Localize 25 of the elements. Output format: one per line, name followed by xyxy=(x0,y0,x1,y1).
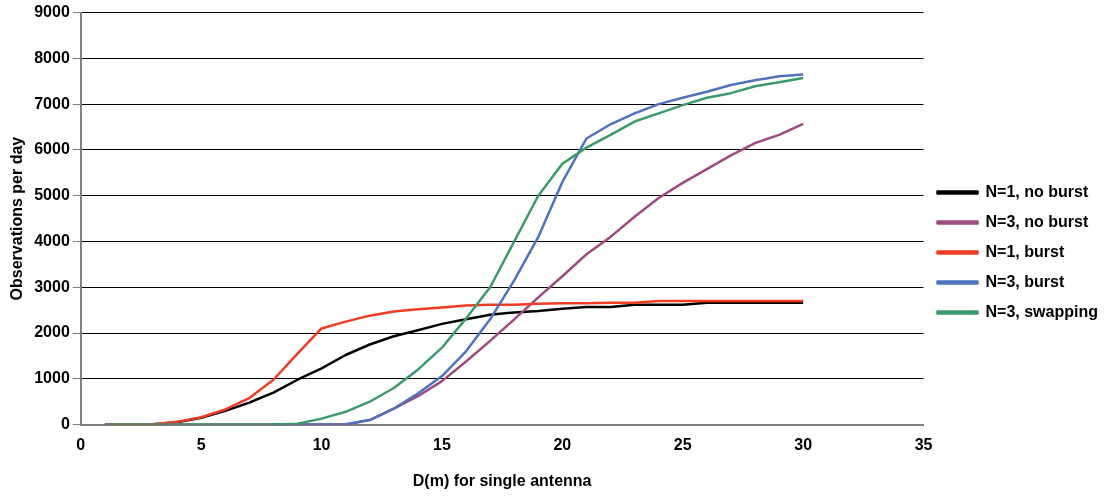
y-tick-label: 9000 xyxy=(34,3,70,21)
legend-label: N=1, burst xyxy=(985,242,1065,260)
x-tick-label: 15 xyxy=(433,435,451,453)
x-tick-label: 30 xyxy=(794,435,813,453)
x-axis-title: D(m) for single antenna xyxy=(412,471,592,489)
y-tick-label: 3000 xyxy=(34,277,70,295)
legend-label: N=3, no burst xyxy=(985,212,1089,230)
y-tick-label: 1000 xyxy=(34,369,70,387)
legend-label: N=1, no burst xyxy=(985,182,1089,200)
y-tick-label: 4000 xyxy=(34,231,70,249)
x-tick-label: 10 xyxy=(312,435,331,453)
x-tick-label: 20 xyxy=(553,435,572,453)
x-tick-label: 0 xyxy=(76,435,86,453)
legend-label: N=3, swapping xyxy=(985,302,1098,320)
y-tick-label: 5000 xyxy=(34,186,70,204)
y-axis-title: Observations per day xyxy=(8,136,26,301)
y-tick-label: 8000 xyxy=(34,48,70,66)
x-tick-label: 5 xyxy=(196,435,206,453)
y-tick-label: 6000 xyxy=(34,140,70,158)
y-tick-label: 7000 xyxy=(34,94,70,112)
x-tick-label: 25 xyxy=(673,435,692,453)
y-tick-label: 0 xyxy=(60,415,70,433)
y-tick-label: 2000 xyxy=(34,323,70,341)
legend-label: N=3, burst xyxy=(985,272,1065,290)
x-tick-label: 35 xyxy=(914,435,933,453)
